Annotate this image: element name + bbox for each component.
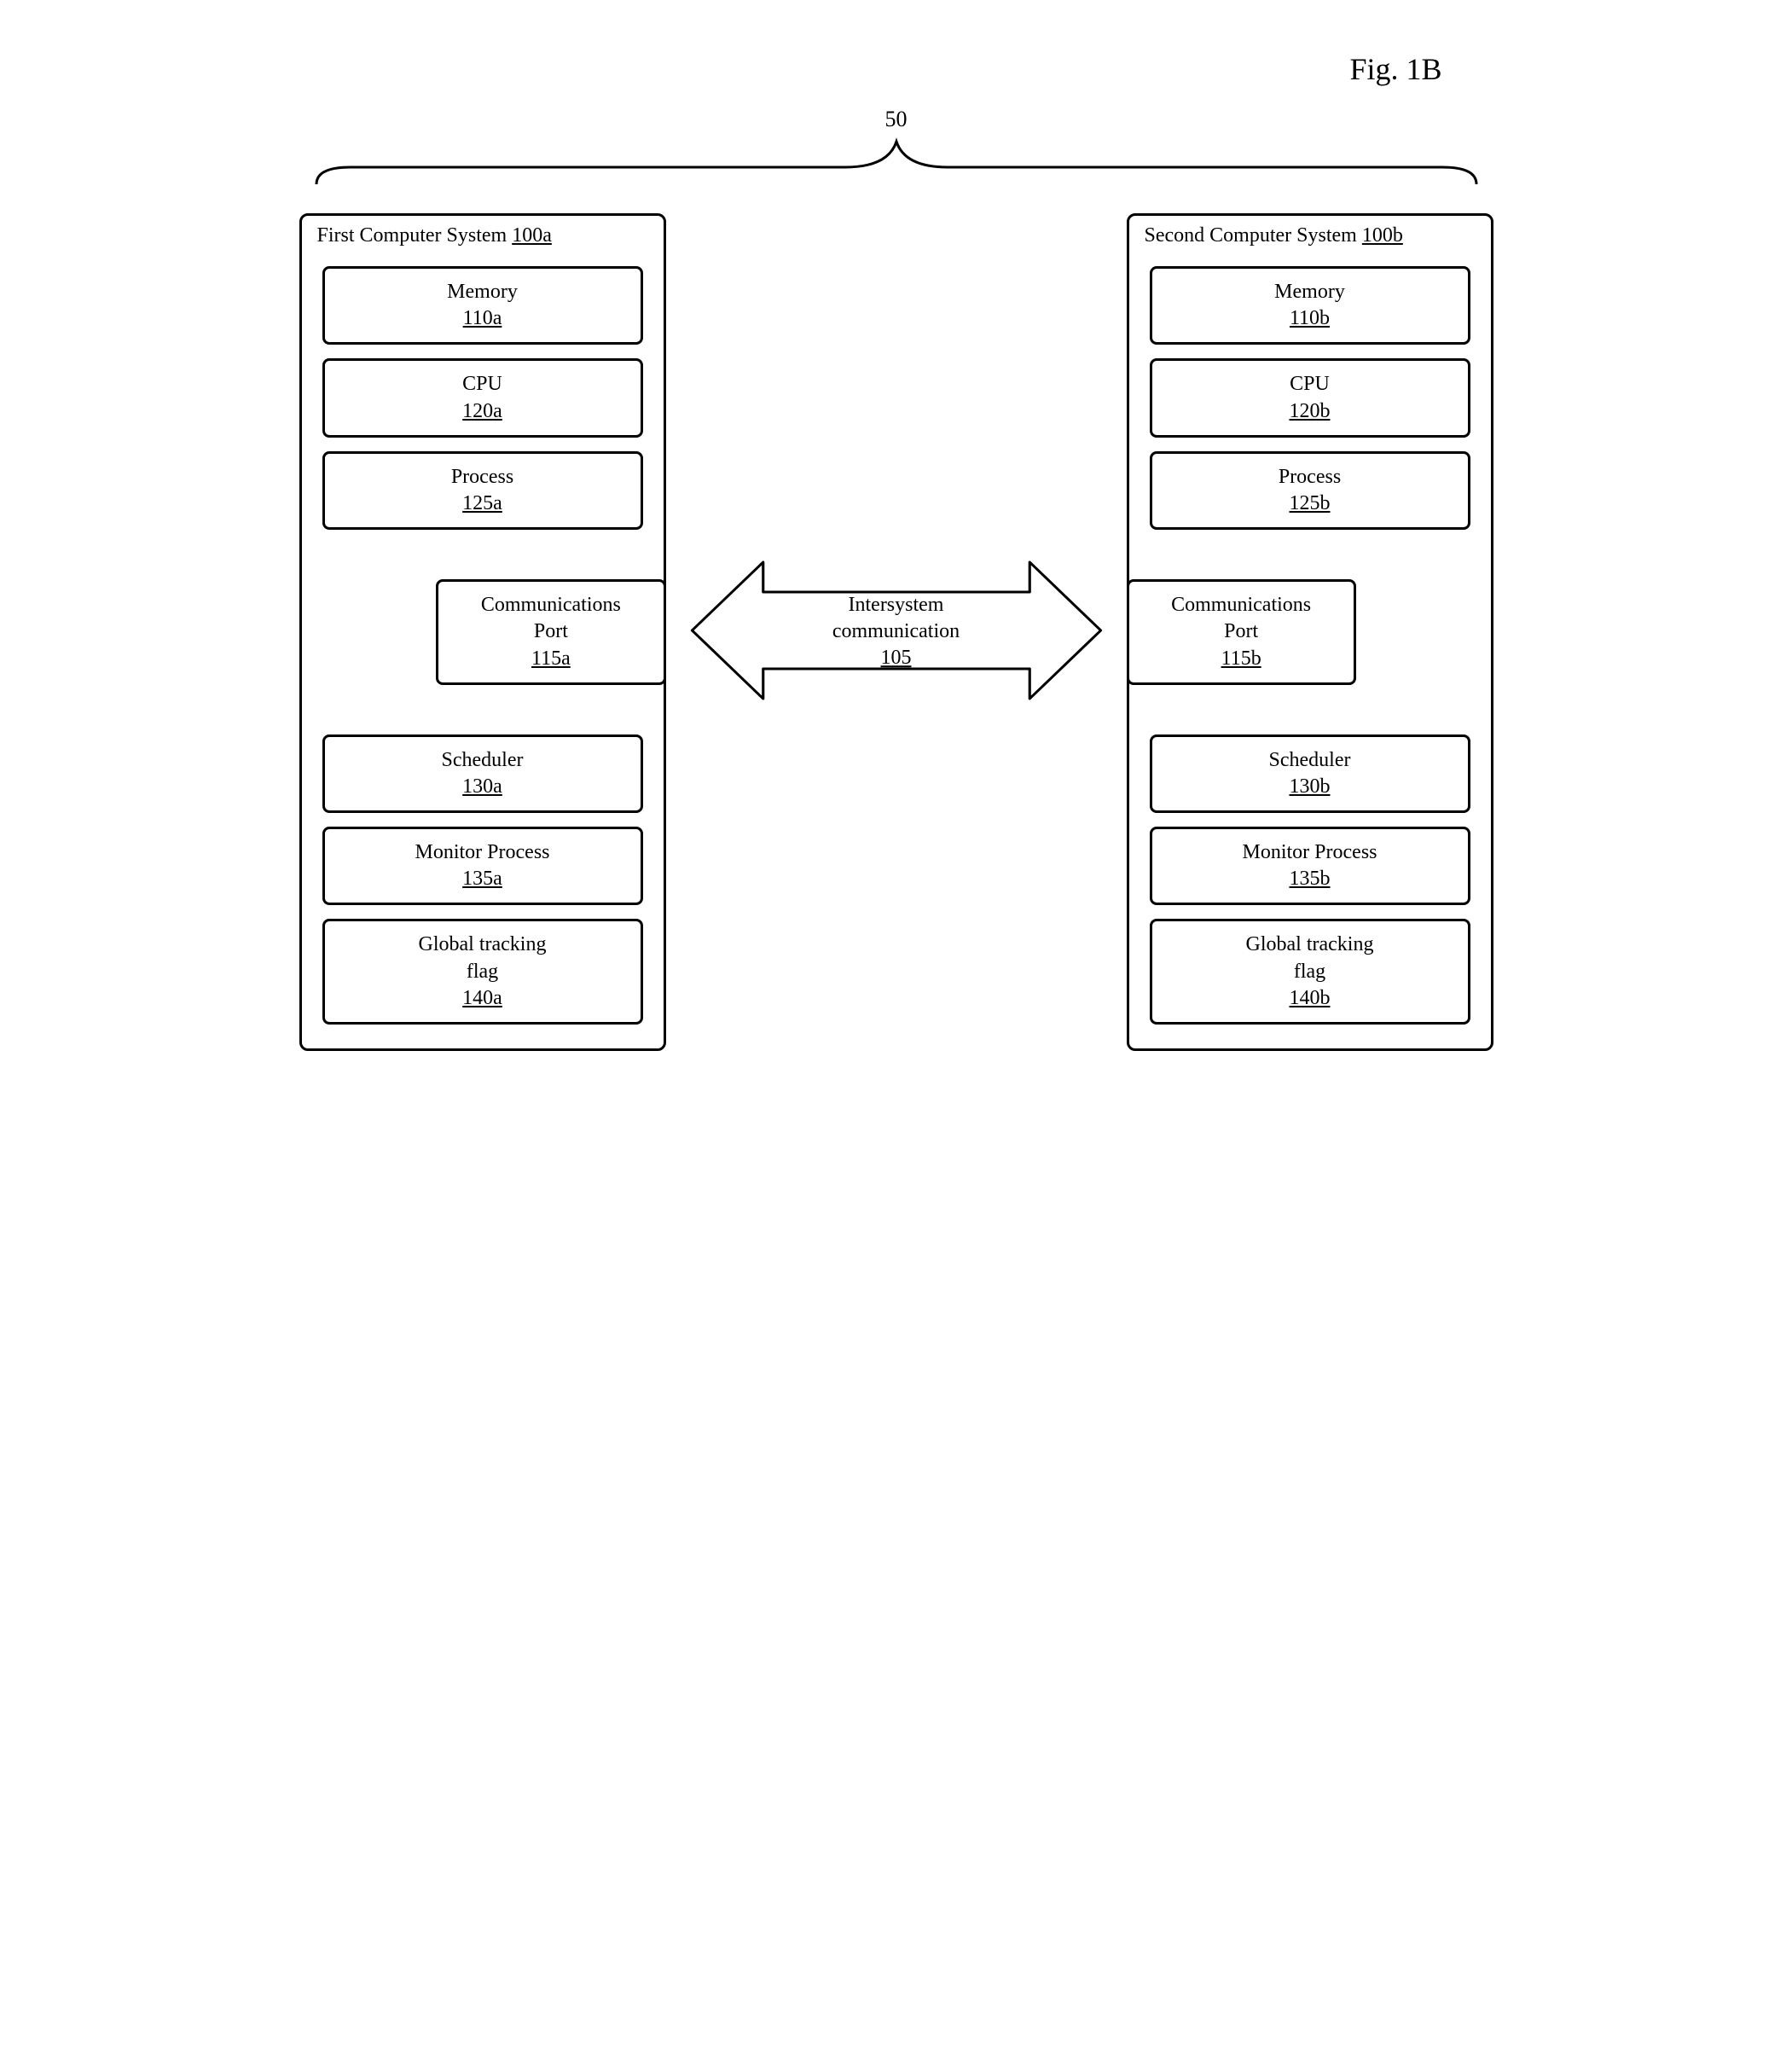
scheduler-ref-a: 130a [462, 775, 502, 798]
tracking-label2-a: flag [467, 961, 498, 983]
second-computer-system: Second Computer System 100b Memory 110b … [1127, 213, 1493, 1051]
comm-label1-a: Communications [481, 594, 621, 616]
tracking-label1-b: Global tracking [1246, 933, 1374, 955]
process-box-b: Process 125b [1150, 451, 1470, 530]
cpu-label-a: CPU [462, 373, 502, 395]
tracking-label2-b: flag [1294, 961, 1325, 983]
memory-label-b: Memory [1274, 281, 1345, 303]
brace-icon [299, 136, 1493, 188]
scheduler-box-a: Scheduler 130a [322, 734, 643, 813]
tracking-box-b: Global tracking flag 140b [1150, 919, 1470, 1025]
monitor-box-b: Monitor Process 135b [1150, 827, 1470, 905]
comm-ref-a: 115a [531, 647, 571, 670]
cpu-box-b: CPU 120b [1150, 358, 1470, 437]
cpu-label-b: CPU [1290, 373, 1330, 395]
scheduler-box-b: Scheduler 130b [1150, 734, 1470, 813]
memory-label-a: Memory [447, 281, 518, 303]
first-computer-system: First Computer System 100a Memory 110a C… [299, 213, 666, 1051]
arrow-line1: Intersystem [849, 594, 944, 616]
cpu-ref-a: 120a [462, 400, 502, 422]
comm-label1-b: Communications [1171, 594, 1311, 616]
cpu-ref-b: 120b [1290, 400, 1331, 422]
monitor-ref-a: 135a [462, 868, 502, 890]
comm-ref-b: 115b [1221, 647, 1261, 670]
comm-port-box-b: Communications Port 115b [1127, 579, 1356, 685]
figure-label: Fig. 1B [1349, 51, 1441, 87]
first-system-title: First Computer System 100a [314, 224, 652, 247]
tracking-label1-a: Global tracking [419, 933, 547, 955]
process-ref-a: 125a [462, 492, 502, 514]
brace-label: 50 [885, 107, 908, 132]
first-system-title-text: First Computer System [317, 224, 513, 247]
process-label-a: Process [451, 466, 513, 488]
tracking-box-a: Global tracking flag 140a [322, 919, 643, 1025]
arrow-ref: 105 [881, 647, 912, 670]
tracking-ref-a: 140a [462, 987, 502, 1009]
brace-container: 50 [299, 136, 1493, 188]
arrow-container: Intersystem communication 105 [683, 545, 1110, 720]
second-system-title-ref: 100b [1362, 224, 1403, 247]
arrow-line2: communication [832, 620, 960, 642]
memory-ref-b: 110b [1290, 307, 1330, 329]
first-system-title-ref: 100a [512, 224, 552, 247]
memory-ref-a: 110a [463, 307, 502, 329]
process-ref-b: 125b [1290, 492, 1331, 514]
tracking-ref-b: 140b [1290, 987, 1331, 1009]
monitor-ref-b: 135b [1290, 868, 1331, 890]
scheduler-ref-b: 130b [1290, 775, 1331, 798]
cpu-box-a: CPU 120a [322, 358, 643, 437]
figure-page: Fig. 1B 50 First Computer System 100a Me… [299, 34, 1493, 1051]
diagram-body: First Computer System 100a Memory 110a C… [299, 213, 1493, 1051]
comm-label2-b: Port [1224, 620, 1258, 642]
monitor-box-a: Monitor Process 135a [322, 827, 643, 905]
memory-box-a: Memory 110a [322, 266, 643, 345]
monitor-label-a: Monitor Process [415, 841, 550, 863]
comm-label2-a: Port [534, 620, 568, 642]
monitor-label-b: Monitor Process [1243, 841, 1377, 863]
scheduler-label-a: Scheduler [442, 749, 524, 771]
process-box-a: Process 125a [322, 451, 643, 530]
arrow-text: Intersystem communication 105 [683, 592, 1110, 672]
comm-port-box-a: Communications Port 115a [436, 579, 665, 685]
second-system-title-text: Second Computer System [1145, 224, 1362, 247]
intersystem-section: Intersystem communication 105 [666, 213, 1127, 1051]
second-system-title: Second Computer System 100b [1141, 224, 1479, 247]
scheduler-label-b: Scheduler [1269, 749, 1351, 771]
memory-box-b: Memory 110b [1150, 266, 1470, 345]
process-label-b: Process [1279, 466, 1341, 488]
